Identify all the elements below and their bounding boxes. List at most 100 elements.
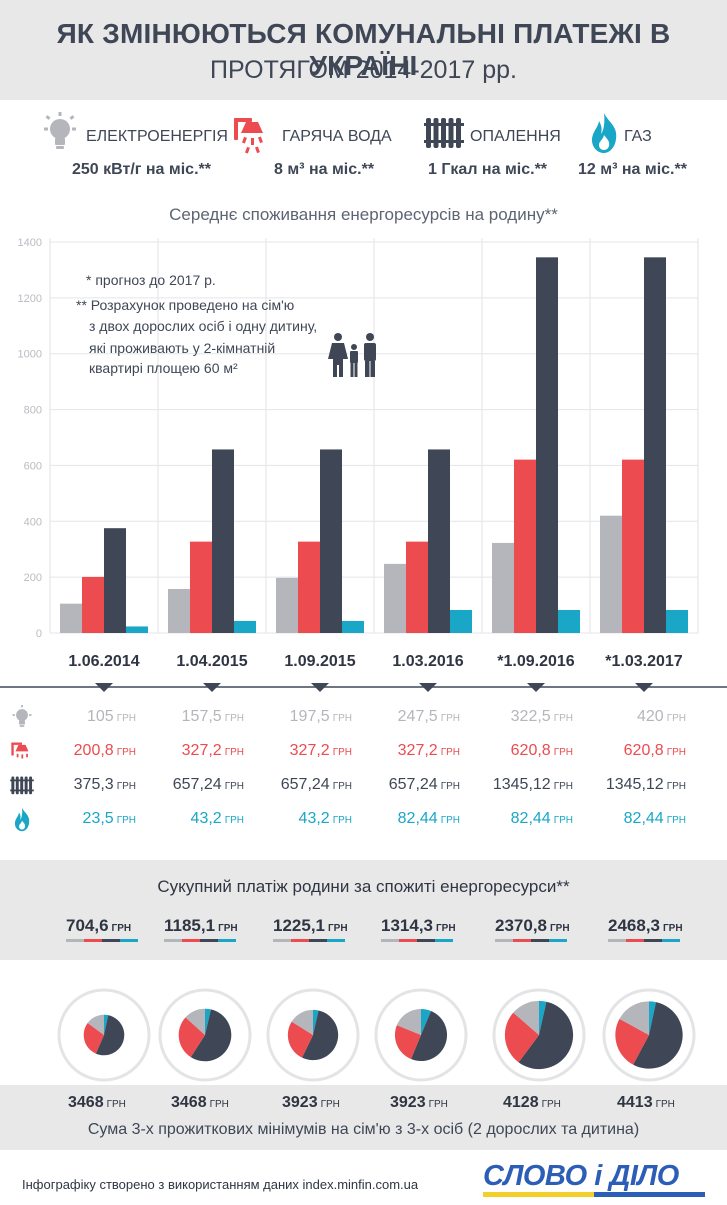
resource-amount: 1 Гкал на міс.** <box>428 161 548 178</box>
calc-note-line: ** Розрахунок проведено на сім'ю <box>76 297 295 313</box>
pie-chart <box>266 988 360 1082</box>
minimum-value: 3468 ГРН <box>171 1094 229 1111</box>
total-value: 1314,3 ГРН <box>381 916 456 935</box>
pie-slice <box>287 1021 313 1058</box>
y-tick-label: 600 <box>24 460 42 472</box>
calc-note-line: квартирі площею 60 м² <box>89 360 238 376</box>
logo-underline <box>483 1192 705 1197</box>
page-subtitle: ПРОТЯГОМ 2014-2017 рр. <box>210 56 517 84</box>
x-tick-label: 1.03.2016 <box>392 653 463 670</box>
bar <box>60 603 82 633</box>
price-cell: 327,2 ГРН <box>181 742 244 759</box>
pie-slice <box>539 1000 547 1035</box>
price-cell: 657,24 ГРН <box>388 776 460 793</box>
flame-icon <box>14 807 30 832</box>
bar <box>320 449 342 633</box>
bar <box>104 528 126 633</box>
pie-slice <box>87 1014 104 1035</box>
price-cell: 327,2 ГРН <box>289 742 352 759</box>
chart-title: Середнє споживання енергоресурсів на род… <box>169 205 558 224</box>
x-tick-label: 1.06.2014 <box>68 653 139 670</box>
totals-band <box>0 860 727 960</box>
pie-slice <box>421 1008 432 1035</box>
chart-grid <box>49 238 699 634</box>
date-markers <box>0 683 727 692</box>
pie-slice <box>396 1008 421 1035</box>
bar <box>276 577 298 633</box>
minimum-value: 3923 ГРН <box>282 1094 340 1111</box>
bar <box>212 449 234 633</box>
pie-slice <box>185 1008 205 1035</box>
bar <box>168 589 190 633</box>
total-color-line <box>66 939 138 942</box>
chart-bars <box>60 257 688 633</box>
y-axis-ticks: 0 200 400 600 800 1000 1200 1400 <box>18 237 42 640</box>
minimum-value: 4128 ГРН <box>503 1094 561 1111</box>
x-axis-labels: 1.06.2014 1.04.2015 1.09.2015 1.03.2016 *1.0… <box>68 653 682 670</box>
price-cell: 620,8 ГРН <box>623 742 686 759</box>
lightbulb-icon <box>12 705 32 727</box>
price-cell: 1345,12 ГРН <box>492 776 573 793</box>
resource-name: ГАЗ <box>624 128 652 145</box>
resource-name: ЕЛЕКТРОЕНЕРГІЯ <box>86 128 228 145</box>
lightbulb-icon <box>44 112 76 149</box>
pie-slice <box>619 1001 649 1035</box>
price-cell: 43,2 ГРН <box>298 810 352 827</box>
pie-slice <box>615 1018 649 1065</box>
price-cell: 157,5 ГРН <box>181 708 244 725</box>
bar <box>82 576 104 633</box>
family-icon <box>328 333 376 377</box>
pie-slice <box>178 1017 205 1058</box>
price-cell: 420 ГРН <box>636 708 686 725</box>
price-cell: 247,5 ГРН <box>397 708 460 725</box>
price-cell: 82,44 ГРН <box>623 810 686 827</box>
pie-slice <box>394 1025 421 1060</box>
price-cell: 620,8 ГРН <box>510 742 573 759</box>
resource-amount: 8 м³ на міс.** <box>274 161 375 178</box>
bar <box>600 515 622 633</box>
minimum-value: 3468 ГРН <box>68 1094 126 1111</box>
price-cell: 657,24 ГРН <box>280 776 352 793</box>
price-row-gas: 23,5 ГРН 43,2 ГРН 43,2 ГРН 82,44 ГРН 82,44 ГР… <box>0 805 727 835</box>
bar <box>298 541 320 633</box>
pie-slice <box>95 1015 125 1056</box>
price-cell: 23,5 ГРН <box>82 810 136 827</box>
forecast-note: * прогноз до 2017 р. <box>86 272 216 288</box>
bar <box>384 563 406 633</box>
x-tick-label: 1.09.2015 <box>284 653 355 670</box>
totals-title: Сукупний платіж родини за спожиті енерго… <box>157 877 570 896</box>
brand-logo: СЛОВО і ДІЛО <box>483 1160 679 1192</box>
bar <box>644 257 666 633</box>
pie-slice <box>410 1010 448 1062</box>
pie-chart <box>492 988 586 1082</box>
bar <box>428 449 450 633</box>
minimum-value: 4413 ГРН <box>617 1094 675 1111</box>
pie-slice <box>302 1010 339 1061</box>
bar <box>514 459 536 633</box>
bar <box>406 541 428 633</box>
total-value: 1225,1 ГРН <box>273 916 348 935</box>
source-note: Інфографіку створено з використанням дан… <box>22 1177 419 1192</box>
bar <box>126 626 148 633</box>
pie-chart <box>602 988 696 1082</box>
x-tick-label: 1.04.2015 <box>176 653 247 670</box>
y-tick-label: 800 <box>24 405 42 417</box>
pie-slice <box>190 1009 232 1062</box>
x-tick-label: *1.09.2016 <box>497 653 575 670</box>
pie-slice <box>633 1002 683 1069</box>
price-cell: 1345,12 ГРН <box>605 776 686 793</box>
total-color-line <box>608 939 680 942</box>
price-cell: 82,44 ГРН <box>397 810 460 827</box>
pie-chart <box>374 988 468 1082</box>
price-cell: 82,44 ГРН <box>510 810 573 827</box>
pie-slice <box>205 1008 211 1035</box>
x-tick-label: *1.03.2017 <box>605 653 683 670</box>
pie-slice <box>83 1022 104 1054</box>
pie-slice <box>291 1009 313 1035</box>
price-cell: 375,3 ГРН <box>73 776 136 793</box>
radiator-icon <box>10 776 34 795</box>
resource-amount: 250 кВт/г на міс.** <box>72 161 211 178</box>
price-cell: 327,2 ГРН <box>397 742 460 759</box>
resource-name: ГАРЯЧА ВОДА <box>282 128 392 145</box>
price-cell: 200,8 ГРН <box>73 742 136 759</box>
